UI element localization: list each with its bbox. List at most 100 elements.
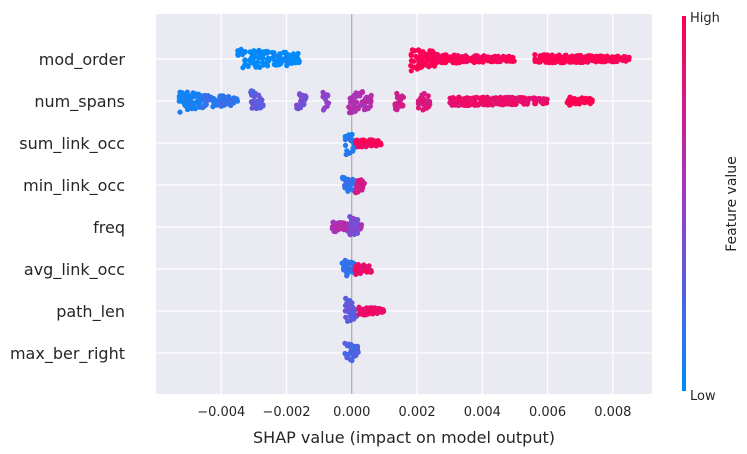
shap-point bbox=[227, 102, 233, 108]
shap-point bbox=[320, 89, 326, 95]
shap-point bbox=[200, 105, 206, 111]
colorbar-high-label: High bbox=[690, 11, 720, 26]
shap-point bbox=[295, 50, 301, 57]
shap-point bbox=[374, 310, 380, 316]
shap-point bbox=[345, 270, 351, 276]
x-tick-labels: −0.004 −0.002 0.000 0.002 0.004 0.006 0.008 bbox=[197, 405, 631, 420]
shap-point bbox=[341, 267, 347, 273]
shap-point bbox=[353, 104, 359, 110]
x-tick-label: 0.008 bbox=[594, 405, 631, 420]
shap-point bbox=[424, 62, 430, 68]
shap-point bbox=[322, 105, 328, 111]
shap-point bbox=[303, 94, 309, 100]
shap-point bbox=[464, 59, 470, 65]
shap-point bbox=[417, 97, 424, 103]
shap-point bbox=[423, 101, 429, 107]
shap-point bbox=[260, 62, 266, 68]
shap-point bbox=[226, 94, 232, 100]
x-tick-label: 0.004 bbox=[464, 405, 501, 420]
shap-point bbox=[515, 96, 521, 102]
shap-point bbox=[342, 142, 349, 148]
shap-point bbox=[536, 59, 542, 65]
shap-point bbox=[501, 56, 507, 62]
shap-point bbox=[298, 95, 304, 101]
shap-point bbox=[348, 179, 354, 185]
shap-point bbox=[283, 54, 289, 60]
feature-label-sum-link-occ: sum_link_occ bbox=[19, 134, 125, 154]
shap-point bbox=[351, 345, 357, 351]
shap-point bbox=[443, 55, 449, 62]
x-tick-label: 0.006 bbox=[529, 405, 566, 420]
shap-point bbox=[501, 95, 507, 101]
shap-point bbox=[479, 101, 485, 107]
shap-point bbox=[414, 66, 420, 72]
shap-point bbox=[341, 220, 347, 226]
shap-point bbox=[343, 295, 349, 301]
shap-point bbox=[177, 89, 183, 95]
shap-point bbox=[495, 55, 501, 61]
feature-label-avg-link-occ: avg_link_occ bbox=[24, 260, 125, 280]
shap-point bbox=[567, 102, 573, 108]
shap-point bbox=[249, 92, 255, 98]
shap-point bbox=[416, 58, 422, 64]
shap-point bbox=[205, 95, 211, 101]
shap-point bbox=[494, 98, 500, 104]
shap-point bbox=[400, 102, 406, 108]
shap-point bbox=[292, 55, 298, 61]
shap-point bbox=[200, 96, 206, 102]
shap-point bbox=[392, 102, 398, 109]
colorbar: High Low Feature value bbox=[682, 11, 740, 404]
shap-point bbox=[352, 108, 358, 114]
shap-point bbox=[345, 318, 351, 324]
shap-point bbox=[343, 151, 349, 158]
shap-point bbox=[394, 90, 400, 97]
colorbar-gradient bbox=[682, 16, 686, 391]
grid-lines bbox=[156, 14, 652, 394]
shap-point bbox=[369, 307, 375, 314]
shap-point bbox=[451, 55, 457, 61]
shap-point bbox=[484, 101, 490, 107]
shap-point bbox=[589, 99, 595, 105]
shap-point bbox=[440, 60, 446, 66]
shap-point bbox=[187, 102, 194, 108]
shap-point bbox=[355, 225, 361, 231]
shap-point bbox=[297, 91, 303, 97]
x-tick-label: 0.002 bbox=[398, 405, 435, 420]
shap-point bbox=[363, 95, 369, 101]
shap-point bbox=[324, 93, 330, 99]
shap-point bbox=[346, 304, 352, 310]
shap-point bbox=[510, 101, 517, 107]
shap-point bbox=[506, 94, 512, 100]
shap-point bbox=[344, 352, 350, 358]
shap-point bbox=[524, 98, 530, 104]
shap-point bbox=[249, 105, 255, 111]
shap-point bbox=[434, 52, 440, 58]
shap-point bbox=[397, 97, 404, 103]
shap-point bbox=[330, 219, 337, 225]
shap-point bbox=[364, 269, 370, 275]
shap-point bbox=[355, 261, 361, 268]
shap-point bbox=[352, 353, 358, 359]
shap-point bbox=[324, 100, 330, 106]
shap-point bbox=[579, 57, 585, 64]
shap-point bbox=[348, 300, 354, 306]
shap-point bbox=[356, 304, 362, 310]
x-axis-label: SHAP value (impact on model output) bbox=[253, 428, 555, 447]
shap-point bbox=[424, 105, 430, 111]
shap-point bbox=[351, 93, 357, 99]
shap-point bbox=[348, 260, 354, 266]
shap-point bbox=[346, 229, 352, 235]
shap-point bbox=[450, 99, 456, 105]
shap-point bbox=[248, 56, 254, 62]
shap-point bbox=[359, 185, 365, 191]
shap-point bbox=[450, 60, 456, 66]
shap-point bbox=[252, 62, 258, 68]
shap-point bbox=[348, 224, 354, 230]
shap-point bbox=[346, 104, 352, 110]
shap-point bbox=[357, 270, 363, 276]
shap-point bbox=[343, 180, 350, 186]
shap-point bbox=[367, 103, 373, 109]
shap-point bbox=[361, 137, 367, 143]
shap-point bbox=[352, 307, 358, 313]
